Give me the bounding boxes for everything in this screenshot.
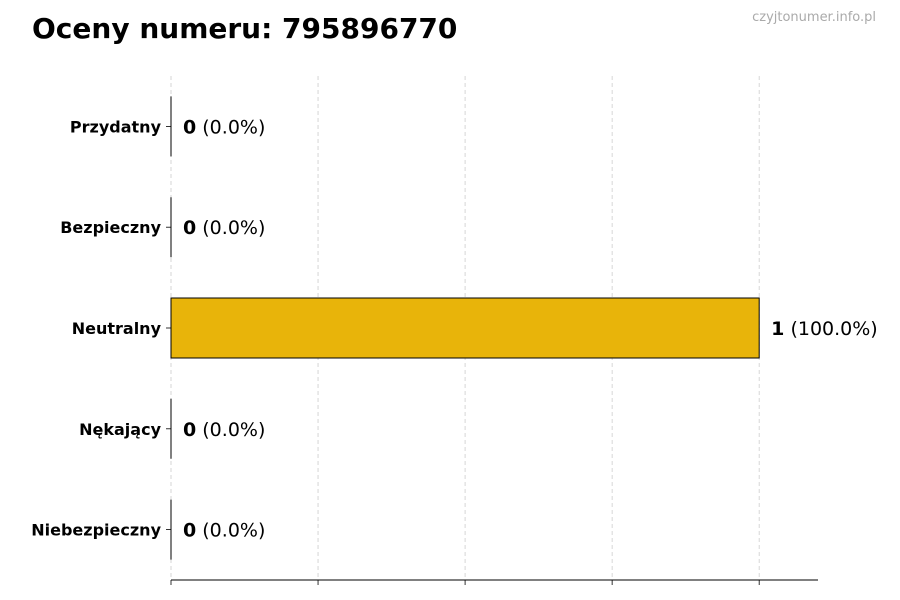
y-tick-label: Neutralny (72, 319, 162, 338)
data-label: 0 (0.0%) (183, 116, 265, 138)
chart-title: Oceny numeru: 795896770 (32, 12, 458, 45)
watermark: czyjtonumer.info.pl (752, 10, 876, 25)
y-tick-label: Bezpieczny (60, 218, 161, 237)
data-label: 0 (0.0%) (183, 520, 265, 542)
bar (170, 297, 760, 359)
data-label: 0 (0.0%) (183, 419, 265, 441)
y-tick-label: Przydatny (70, 117, 162, 136)
data-label: 0 (0.0%) (183, 217, 265, 239)
y-tick-label: Nękający (79, 420, 161, 439)
data-label: 1 (100.0%) (771, 318, 878, 340)
y-tick-label: Niebezpieczny (31, 521, 161, 540)
